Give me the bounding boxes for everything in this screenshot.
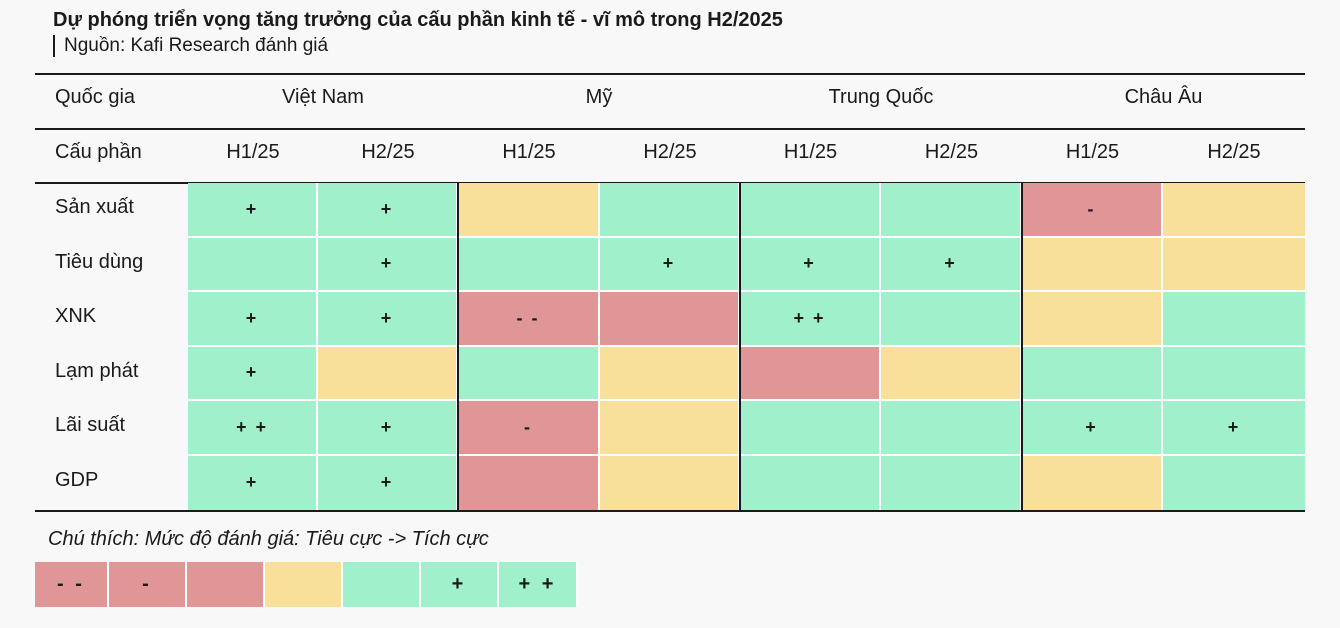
heat-cell [881,455,1022,510]
heat-cell [881,183,1022,238]
heat-cell: + [188,292,318,347]
heat-cell [1163,292,1305,347]
period-header: H2/25 [361,141,415,163]
heat-cell: + [600,237,740,292]
country-header: Mỹ [585,86,613,108]
period-header: H2/25 [924,141,979,163]
heat-cell: - [1022,183,1163,238]
heat-cell [458,237,600,292]
heat-cell [1163,183,1305,238]
country-header: Châu Âu [1124,86,1203,108]
heat-cell [600,183,740,238]
legend-swatch: - - [35,562,109,607]
heat-cell [881,292,1022,347]
row-label: Lãi suất [55,414,126,436]
country-header: Việt Nam [282,86,364,108]
heat-cell: - - [458,292,600,347]
heat-cell [1022,292,1163,347]
legend-swatch: + [421,562,499,607]
heat-cell [881,346,1022,401]
heat-cell: + [881,237,1022,292]
heat-cell [600,401,740,456]
legend-swatch: - [109,562,187,607]
heat-cell [1163,237,1305,292]
heat-cell [318,346,458,401]
heat-cell [458,346,600,401]
heat-cell: + [188,183,318,238]
country-header: Trung Quốc [828,86,934,108]
heat-cell [740,346,881,401]
legend-title: Chú thích: Mức độ đánh giá: Tiêu cực -> … [48,528,489,550]
heat-cell: + [188,346,318,401]
header-divider [35,128,1305,130]
chart-source: Nguồn: Kafi Research đánh giá [53,35,328,57]
period-header: H1/25 [783,141,838,163]
heat-cell: + + [740,292,881,347]
heat-cell: + [740,237,881,292]
heat-cell: + [1163,401,1305,456]
row-label: GDP [55,468,99,491]
country-separator [1021,183,1023,510]
chart-title: Dự phóng triển vọng tăng trưởng của cấu … [53,9,783,31]
heat-cell: + [318,455,458,510]
heat-cell [458,455,600,510]
heat-cell: + [1022,401,1163,456]
legend-swatch [343,562,421,607]
heat-cell [740,455,881,510]
period-header: H2/25 [1207,141,1261,163]
row-label: Sản xuất [55,196,134,218]
country-separator [739,183,741,510]
heat-cell [600,455,740,510]
header-component-label: Cấu phần [55,141,142,163]
row-label: Tiêu dùng [55,250,144,273]
heat-cell: + [318,292,458,347]
period-header: H1/25 [226,141,280,163]
period-header: H1/25 [1065,141,1120,163]
heat-cell [740,183,881,238]
heat-cell: + [318,237,458,292]
header-country-label: Quốc gia [55,86,136,108]
heat-cell [188,237,318,292]
heat-cell [1163,455,1305,510]
heat-cell: - [458,401,600,456]
row-label: XNK [55,305,97,327]
heat-cell [881,401,1022,456]
period-header: H2/25 [643,141,697,163]
heat-cell: + [318,183,458,238]
bottom-rule [35,510,1305,512]
period-header: H1/25 [502,141,556,163]
heat-cell [740,401,881,456]
heat-cell: + [318,401,458,456]
legend-swatch: + + [499,562,578,607]
heat-cell [600,292,740,347]
heat-cell: + + [188,401,318,456]
heat-cell [1022,237,1163,292]
heat-cell [600,346,740,401]
country-separator [457,183,459,510]
row-label: Lạm phát [55,359,139,382]
heat-cell [1163,346,1305,401]
heat-cell [1022,346,1163,401]
heat-cell [458,183,600,238]
heat-cell [1022,455,1163,510]
legend-swatch [265,562,343,607]
legend-swatch [187,562,265,607]
heat-cell: + [188,455,318,510]
top-rule [35,73,1305,75]
